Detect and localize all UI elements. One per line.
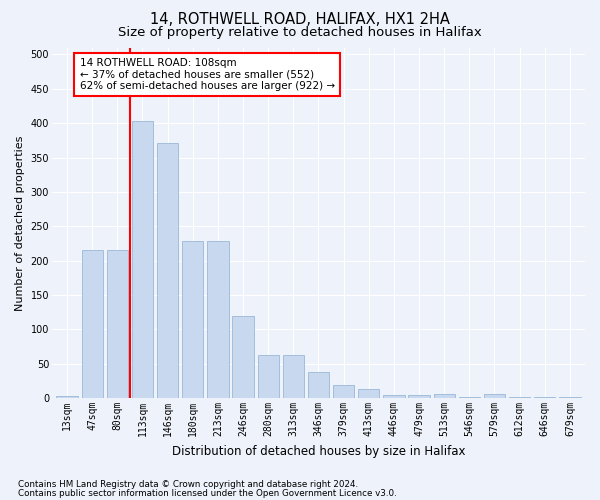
X-axis label: Distribution of detached houses by size in Halifax: Distribution of detached houses by size … (172, 444, 465, 458)
Bar (82, 250, 103, 398)
Bar (434, 394, 455, 398)
Bar (232, 316, 254, 398)
Bar (333, 385, 355, 398)
Text: Size of property relative to detached houses in Halifax: Size of property relative to detached ho… (118, 26, 482, 39)
Bar (207, 242, 229, 398)
Bar (132, 121, 153, 398)
Y-axis label: Number of detached properties: Number of detached properties (15, 135, 25, 310)
Bar (257, 355, 279, 398)
Bar (107, 250, 128, 398)
Bar (283, 355, 304, 398)
Bar (308, 372, 329, 398)
Text: 14, ROTHWELL ROAD, HALIFAX, HX1 2HA: 14, ROTHWELL ROAD, HALIFAX, HX1 2HA (150, 12, 450, 28)
Bar (358, 388, 379, 398)
Bar (56, 396, 78, 398)
Bar (484, 394, 505, 398)
Bar (409, 394, 430, 398)
Text: Contains public sector information licensed under the Open Government Licence v3: Contains public sector information licen… (18, 489, 397, 498)
Text: Contains HM Land Registry data © Crown copyright and database right 2024.: Contains HM Land Registry data © Crown c… (18, 480, 358, 489)
Bar (182, 242, 203, 398)
Bar (383, 394, 404, 398)
Bar (157, 143, 178, 398)
Text: 14 ROTHWELL ROAD: 108sqm
← 37% of detached houses are smaller (552)
62% of semi-: 14 ROTHWELL ROAD: 108sqm ← 37% of detach… (80, 58, 335, 91)
